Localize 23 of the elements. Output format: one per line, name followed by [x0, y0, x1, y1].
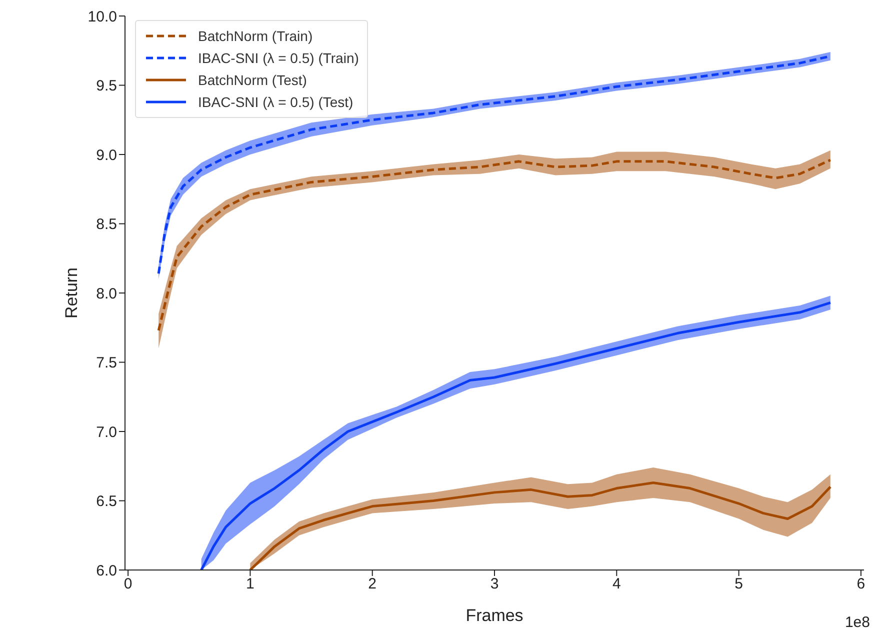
y-tick-label: 7.0 — [96, 424, 117, 441]
legend-label: IBAC-SNI (λ = 0.5) (Train) — [198, 50, 359, 66]
text: 1e8 — [844, 614, 870, 631]
y-tick-label: 6.0 — [96, 562, 117, 580]
x-tick-label: 3 — [490, 576, 499, 593]
legend-label: BatchNorm (Train) — [198, 28, 313, 44]
y-tick-label: 10.0 — [88, 8, 117, 26]
y-axis-title: Return — [62, 267, 82, 319]
x-tick-label: 2 — [368, 576, 377, 593]
y-tick-label: 9.5 — [96, 78, 117, 95]
x-tick-label: 1 — [246, 576, 254, 593]
legend-label: IBAC-SNI (λ = 0.5) (Test) — [198, 94, 354, 110]
y-tick-label: 7.5 — [96, 354, 117, 372]
x-tick-label: 5 — [734, 576, 743, 593]
y-tick-label: 8.5 — [96, 216, 117, 234]
y-tick-label: 8.0 — [96, 285, 117, 302]
x-tick-label: 4 — [612, 576, 621, 593]
legend-label: BatchNorm (Test) — [198, 72, 307, 88]
y-tick-label: 9.0 — [96, 146, 117, 164]
y-tick-label: 6.5 — [96, 493, 117, 510]
x-tick-label: 6 — [856, 576, 866, 593]
x-axis-title: Frames — [466, 606, 524, 625]
x-tick-label: 0 — [124, 576, 132, 593]
